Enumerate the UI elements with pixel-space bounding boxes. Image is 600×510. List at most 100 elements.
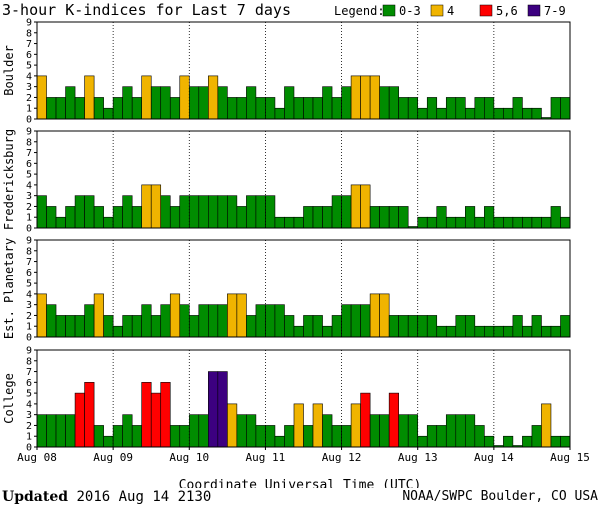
k-index-bar: [503, 107, 514, 120]
k-index-bar: [541, 325, 552, 338]
k-index-bar: [141, 184, 152, 229]
k-index-bar: [103, 435, 114, 448]
k-index-bar: [112, 425, 123, 448]
y-tick-label: 3: [26, 82, 32, 93]
y-tick-label: 8: [26, 356, 32, 367]
k-index-bar: [84, 75, 95, 120]
k-index-bar: [474, 425, 485, 448]
k-index-bar: [169, 97, 181, 120]
y-tick-label: 9: [26, 236, 32, 247]
k-index-bar: [131, 206, 142, 229]
y-tick-label: 7: [26, 257, 32, 268]
k-index-bar: [84, 195, 95, 229]
k-index-bar: [312, 315, 323, 338]
k-index-bar: [236, 206, 247, 229]
x-tick-label: Aug 10: [169, 451, 209, 464]
footer-credit: NOAA/SWPC Boulder, CO USA: [402, 489, 598, 504]
k-index-bar: [236, 414, 247, 448]
y-tick-label: 2: [26, 311, 32, 322]
legend-entry-3: 7-9: [544, 4, 566, 18]
y-tick-label: 5: [26, 389, 32, 400]
k-index-bar: [208, 75, 219, 120]
footer-updated: Updated 2016 Aug 14 2130: [2, 489, 211, 505]
k-index-bar: [74, 315, 85, 338]
k-index-bar: [255, 195, 266, 229]
y-tick-label: 1: [26, 432, 32, 443]
k-index-bar: [455, 414, 466, 448]
k-index-bar: [84, 304, 95, 338]
k-index-bar: [379, 414, 390, 448]
k-index-bar: [503, 325, 514, 338]
legend-entry-2: 5,6: [496, 4, 518, 18]
k-index-bar: [217, 195, 228, 229]
k-index-bar: [436, 107, 447, 120]
k-index-bar: [388, 315, 399, 338]
k-index-bar: [465, 315, 476, 338]
k-index-bar: [417, 216, 428, 229]
k-index-bar: [198, 304, 209, 338]
k-index-bar: [122, 315, 133, 338]
y-tick-label: 1: [26, 104, 32, 115]
k-index-bar: [103, 216, 114, 229]
k-index-bar: [274, 107, 285, 120]
k-index-bar: [341, 304, 352, 338]
k-index-bar: [293, 216, 304, 229]
k-index-bar: [531, 107, 542, 120]
y-tick-label: 6: [26, 378, 32, 389]
k-index-bar: [531, 425, 542, 448]
x-tick-label: Aug 15: [550, 451, 590, 464]
y-tick-label: 8: [26, 137, 32, 148]
k-index-bar: [493, 325, 504, 338]
k-index-bar: [417, 435, 428, 448]
k-index-bar: [265, 304, 276, 338]
k-index-bar: [398, 414, 409, 448]
k-index-bar: [484, 97, 495, 120]
k-index-bar: [131, 97, 142, 120]
k-index-bar: [65, 86, 76, 120]
k-index-bar: [369, 206, 380, 229]
y-tick-label: 9: [26, 346, 32, 357]
panels: 0123456789Boulder0123456789Fredericksbur…: [2, 18, 571, 454]
k-index-bar: [93, 293, 104, 338]
k-index-bar: [236, 97, 247, 120]
k-index-bar: [388, 392, 399, 448]
k-index-bar: [246, 195, 257, 229]
y-tick-label: 0: [26, 443, 32, 454]
k-index-bar: [188, 315, 200, 338]
k-index-bar: [303, 206, 314, 229]
k-index-bar: [65, 206, 76, 229]
k-index-bar: [417, 315, 428, 338]
series-label: Est. Planetary: [2, 238, 16, 339]
k-index-bar: [284, 315, 295, 338]
y-tick-label: 0: [26, 115, 32, 126]
y-tick-label: 5: [26, 279, 32, 290]
k-index-bar: [550, 435, 561, 448]
k-index-bar: [426, 97, 438, 120]
k-index-bar: [474, 216, 485, 229]
series-label: Fredericksburg: [2, 129, 16, 230]
k-index-bar: [255, 304, 266, 338]
y-tick-label: 4: [26, 399, 32, 410]
k-index-bar: [322, 86, 333, 120]
y-tick-label: 3: [26, 191, 32, 202]
k-index-bar: [522, 107, 533, 120]
y-tick-label: 7: [26, 39, 32, 50]
k-index-bar: [208, 371, 219, 448]
k-index-bar: [350, 184, 361, 229]
k-index-bar: [141, 304, 152, 338]
k-index-bar: [560, 435, 571, 448]
k-index-bar: [160, 86, 171, 120]
y-tick-label: 1: [26, 213, 32, 224]
k-index-bar: [398, 315, 409, 338]
k-index-bar: [112, 325, 123, 338]
k-index-bar: [407, 414, 419, 448]
legend-swatch-1: [430, 4, 444, 17]
k-index-bar: [484, 325, 495, 338]
k-index-bar: [445, 414, 457, 448]
panel-border: [36, 349, 571, 448]
k-index-bar: [227, 97, 238, 120]
k-index-bar: [445, 97, 457, 120]
k-index-bar: [436, 425, 447, 448]
